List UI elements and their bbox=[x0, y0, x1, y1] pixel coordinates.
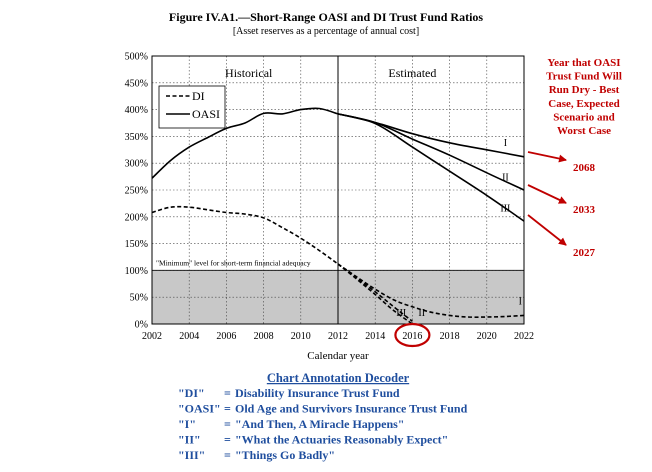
decoder-key: "DI" bbox=[178, 386, 205, 400]
y-tick-label: 400% bbox=[125, 105, 148, 116]
annotation-year: 2033 bbox=[573, 204, 596, 216]
decoder-key: "III" bbox=[178, 448, 205, 462]
decoder-text: "What the Actuaries Reasonably Expect" bbox=[235, 433, 448, 447]
annotation-heading-line: Case, Expected bbox=[548, 98, 620, 110]
annotation-year: 2068 bbox=[573, 162, 596, 174]
y-tick-label: 250% bbox=[125, 186, 148, 197]
legend-label: OASI bbox=[192, 107, 220, 121]
scenario-label: I bbox=[504, 138, 507, 149]
decoder-sep: = bbox=[224, 386, 231, 400]
decoder-title: Chart Annotation Decoder bbox=[267, 371, 410, 385]
x-tick-label: 2020 bbox=[477, 331, 497, 342]
decoder-sep: = bbox=[224, 433, 231, 447]
decoder-text: "And Then, A Miracle Happens" bbox=[235, 417, 404, 431]
x-tick-label: 2002 bbox=[142, 331, 162, 342]
chart-subtitle: [Asset reserves as a percentage of annua… bbox=[233, 26, 419, 37]
y-tick-label: 300% bbox=[125, 159, 148, 170]
decoder-key: "II" bbox=[178, 433, 201, 447]
scenario-label: III bbox=[500, 203, 510, 214]
chart-title: Figure IV.A1.—Short-Range OASI and DI Tr… bbox=[169, 10, 483, 24]
x-tick-label: 2016 bbox=[402, 331, 422, 342]
y-tick-label: 100% bbox=[125, 266, 148, 277]
region-historical: Historical bbox=[225, 66, 273, 80]
x-tick-label: 2012 bbox=[328, 331, 348, 342]
x-tick-label: 2010 bbox=[291, 331, 311, 342]
decoder-sep: = bbox=[224, 448, 231, 462]
legend: DI OASI bbox=[158, 85, 226, 129]
circled-year-highlight bbox=[394, 322, 431, 348]
x-tick-label: 2006 bbox=[216, 331, 236, 342]
y-tick-label: 450% bbox=[125, 78, 148, 89]
y-tick-label: 350% bbox=[125, 132, 148, 143]
annotation-arrow bbox=[527, 151, 567, 163]
x-tick-label: 2004 bbox=[179, 331, 199, 342]
x-tick-label: 2014 bbox=[365, 331, 385, 342]
projection-di-i bbox=[337, 263, 525, 318]
annotation-arrow bbox=[527, 214, 567, 246]
scenario-label: II bbox=[502, 172, 509, 183]
annotation-heading-line: Trust Fund Will bbox=[546, 71, 622, 83]
y-tick-label: 200% bbox=[125, 212, 148, 223]
decoder-key: "OASI" bbox=[178, 402, 221, 416]
annotation-year: 2027 bbox=[573, 247, 596, 259]
y-tick-label: 150% bbox=[125, 239, 148, 250]
decoder-text: Disability Insurance Trust Fund bbox=[235, 386, 400, 400]
annotation-heading-line: Scenario and bbox=[553, 111, 614, 123]
series-line-di bbox=[151, 205, 339, 265]
region-estimated: Estimated bbox=[388, 66, 436, 80]
plot-area: "Minimum" level for short-term financial… bbox=[125, 52, 534, 348]
annotation-heading-line: Worst Case bbox=[557, 125, 611, 137]
decoder-key: "I" bbox=[178, 417, 196, 431]
y-tick-label: 500% bbox=[125, 52, 148, 63]
scenario-label: II bbox=[418, 308, 425, 319]
decoder-text: Old Age and Survivors Insurance Trust Fu… bbox=[235, 402, 468, 416]
x-tick-label: 2018 bbox=[440, 331, 460, 342]
x-tick-label: 2022 bbox=[514, 331, 534, 342]
projection-di-iii bbox=[337, 263, 413, 325]
y-tick-label: 50% bbox=[130, 293, 148, 304]
annotation-arrow bbox=[527, 184, 567, 204]
scenario-label: I bbox=[519, 297, 522, 308]
minimum-level-label: "Minimum" level for short-term financial… bbox=[156, 258, 311, 267]
x-axis-label: Calendar year bbox=[307, 350, 369, 362]
annotation-heading-line: Run Dry - Best bbox=[549, 84, 620, 96]
series-line-oasi bbox=[151, 107, 339, 179]
x-tick-label: 2008 bbox=[254, 331, 274, 342]
scenario-label: III bbox=[396, 308, 406, 319]
legend-box bbox=[158, 85, 226, 129]
annotation-decoder: Chart Annotation Decoder "DI" = Disability … bbox=[178, 371, 468, 462]
y-tick-label: 0% bbox=[135, 320, 148, 331]
decoder-sep: = bbox=[224, 417, 231, 431]
legend-label: DI bbox=[192, 89, 205, 103]
projection-oasi-iii bbox=[337, 113, 525, 222]
decoder-sep: = bbox=[224, 402, 231, 416]
decoder-text: "Things Go Badly" bbox=[235, 448, 335, 462]
annotation-heading-line: Year that OASI bbox=[547, 57, 620, 69]
